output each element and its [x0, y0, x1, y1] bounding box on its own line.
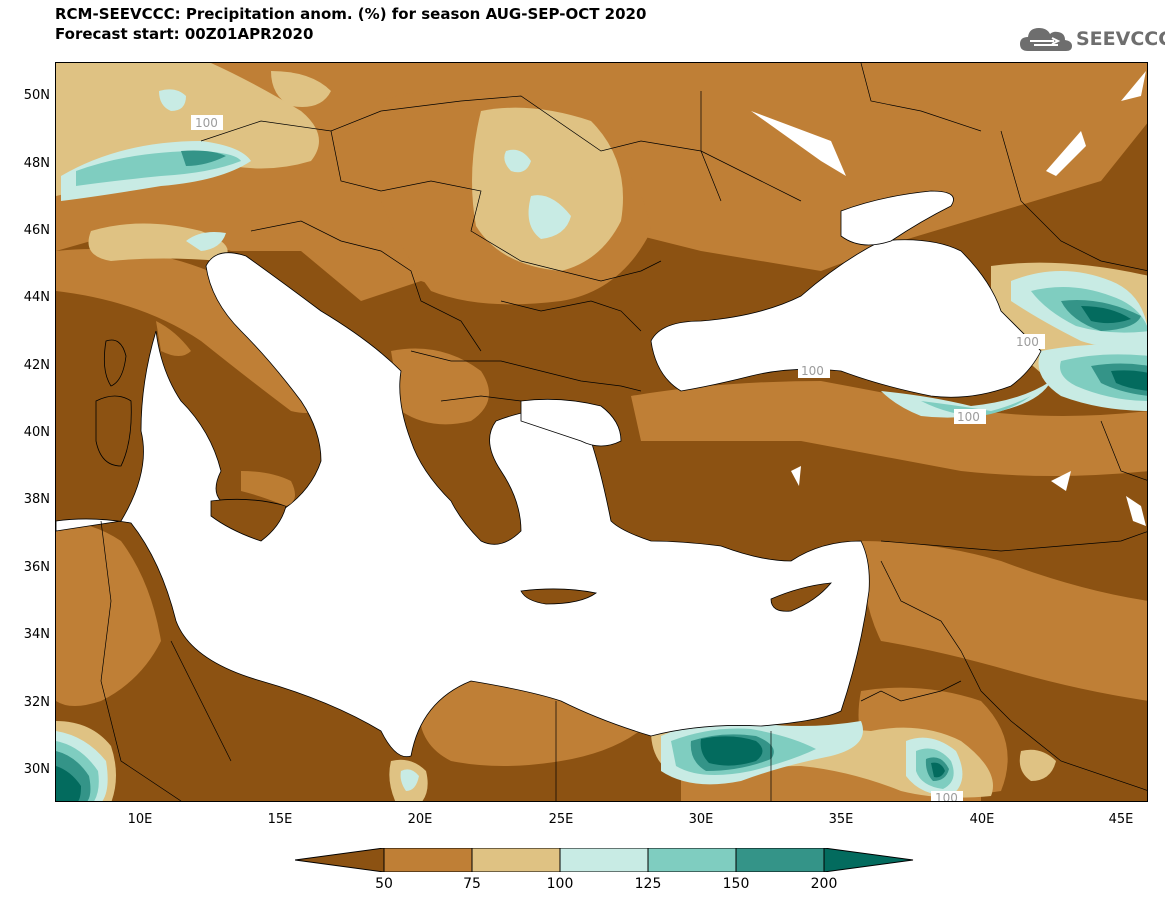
lat-label: 44N — [23, 290, 50, 305]
colorbar-bin — [471, 848, 561, 872]
contour-labels: 100 100 100 100 100 — [191, 115, 1045, 802]
lon-label: 30E — [688, 812, 714, 827]
colorbar-max-triangle — [823, 848, 914, 872]
colorbar-bin — [559, 848, 649, 872]
colorbar — [295, 848, 914, 872]
colorbar-bin — [383, 848, 473, 872]
colorbar-label: 100 — [546, 876, 574, 892]
lat-label: 38N — [23, 492, 50, 507]
seevccc-logo: SEEVCCC — [1018, 22, 1165, 56]
lat-label: 30N — [23, 762, 50, 777]
lon-label: 35E — [828, 812, 854, 827]
lon-label: 45E — [1108, 812, 1134, 827]
corsica — [103, 339, 127, 387]
lat-label: 50N — [23, 88, 50, 103]
contour-label: 100 — [801, 364, 824, 378]
colorbar-label: 200 — [810, 876, 838, 892]
contour-label: 100 — [935, 791, 958, 802]
aegean-north — [520, 398, 622, 447]
black-sea — [650, 239, 1042, 398]
lakes — [751, 71, 1146, 526]
colorbar-label: 75 — [463, 876, 481, 892]
logo-text: SEEVCCC — [1076, 28, 1165, 50]
crete — [520, 588, 597, 605]
sicily — [210, 498, 287, 542]
lat-label: 32N — [23, 695, 50, 710]
lon-label: 20E — [407, 812, 433, 827]
lon-label: 40E — [969, 812, 995, 827]
precipitation-anomaly-map: 100 100 100 100 100 — [55, 62, 1148, 802]
mediterranean-sea — [56, 252, 870, 758]
map-title: RCM-SEEVCCC: Precipitation anom. (%) for… — [55, 5, 647, 23]
lat-label: 34N — [23, 627, 50, 642]
seas — [56, 190, 1042, 758]
colorbar-label: 150 — [722, 876, 750, 892]
contour-label: 100 — [1016, 335, 1039, 349]
lon-label: 10E — [127, 812, 153, 827]
forecast-start: Forecast start: 00Z01APR2020 — [55, 25, 314, 43]
lat-label: 40N — [23, 425, 50, 440]
lon-label: 15E — [267, 812, 293, 827]
cloud-icon — [1020, 28, 1072, 51]
colorbar-label: 125 — [634, 876, 662, 892]
country-borders — [100, 63, 1147, 801]
anomaly-over-200-zones — [56, 306, 1147, 801]
islands — [95, 339, 832, 612]
lat-label: 42N — [23, 358, 50, 373]
lat-label: 46N — [23, 223, 50, 238]
colorbar-label: 50 — [375, 876, 393, 892]
contour-label: 100 — [195, 116, 218, 130]
colorbar-bin — [647, 848, 737, 872]
colorbar-bin — [735, 848, 825, 872]
sea-of-azov — [840, 190, 954, 246]
lat-label: 48N — [23, 156, 50, 171]
lon-label: 25E — [548, 812, 574, 827]
lat-label: 36N — [23, 560, 50, 575]
coastal-fringe — [156, 321, 295, 506]
colorbar-min-triangle — [295, 848, 385, 872]
cyprus — [770, 582, 832, 612]
contour-label: 100 — [957, 410, 980, 424]
sardinia — [95, 395, 132, 467]
